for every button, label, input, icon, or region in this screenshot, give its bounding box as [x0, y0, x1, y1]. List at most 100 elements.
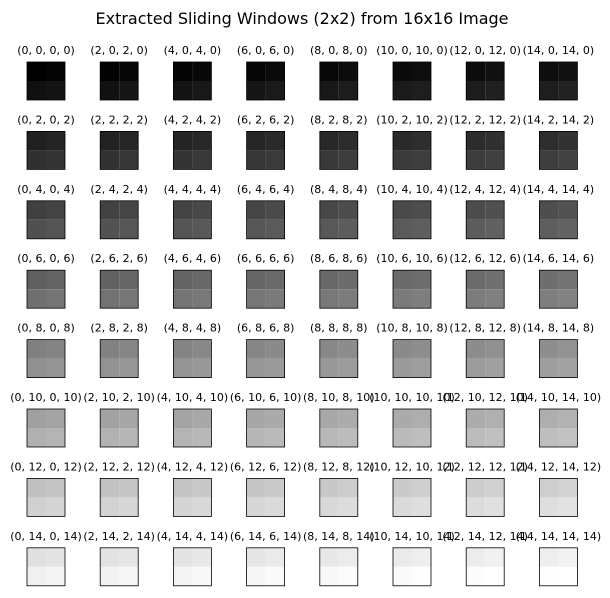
window-frame: [465, 547, 505, 587]
window-frame: [246, 408, 286, 448]
window-pixel: [119, 497, 139, 517]
window-label: (0, 14, 0, 14): [10, 530, 82, 543]
window-pixel: [319, 289, 339, 309]
window-pixel: [119, 131, 139, 151]
window-frame: [392, 477, 432, 517]
window-pixel: [393, 150, 412, 170]
window-label: (14, 12, 14, 12): [516, 460, 602, 473]
window-pixel: [119, 409, 139, 428]
window-label: (14, 2, 14, 2): [523, 113, 595, 126]
window-pixel: [393, 428, 412, 447]
window-pixel: [319, 62, 339, 81]
window-label: (10, 2, 10, 2): [376, 113, 448, 126]
window-pixel: [338, 497, 358, 517]
window-pixel: [192, 547, 212, 567]
window-pixel: [100, 150, 120, 170]
window-frame: [392, 200, 432, 240]
window-pixel: [466, 358, 486, 378]
window-pixel: [466, 131, 486, 151]
window-pixel: [265, 81, 285, 100]
window-pixel: [393, 547, 412, 567]
window-pixel: [27, 270, 46, 290]
window-pixel: [46, 62, 65, 81]
window-label: (14, 10, 14, 10): [516, 391, 602, 404]
window-pixel: [100, 358, 120, 378]
window-pixel: [558, 478, 578, 498]
window-frame: [465, 61, 505, 101]
window-pixel: [558, 409, 578, 428]
window-pixel: [393, 62, 412, 81]
window-label: (8, 14, 8, 14): [303, 530, 375, 543]
window-pixel: [246, 150, 266, 170]
window-pixel: [246, 200, 266, 220]
window-pixel: [338, 428, 358, 447]
window-label: (4, 0, 4, 0): [164, 44, 222, 57]
window-pixel: [119, 219, 139, 239]
window-label: (10, 14, 10, 14): [369, 530, 455, 543]
window-pixel: [539, 478, 559, 498]
window-pixel: [412, 219, 431, 239]
window-pixel: [46, 478, 65, 498]
window-pixel: [192, 358, 212, 378]
window-pixel: [558, 131, 578, 151]
window-pixel: [192, 566, 212, 586]
window-pixel: [265, 566, 285, 586]
window-pixel: [485, 150, 505, 170]
window-pixel: [100, 270, 120, 290]
window-pixel: [558, 428, 578, 447]
window-pixel: [46, 219, 65, 239]
window-pixel: [338, 62, 358, 81]
window-label: (6, 6, 6, 6): [237, 252, 295, 265]
window-pixel: [100, 289, 120, 309]
window-pixel: [192, 81, 212, 100]
window-pixel: [485, 200, 505, 220]
window-pixel: [466, 81, 486, 100]
window-pixel: [246, 219, 266, 239]
window-pixel: [338, 131, 358, 151]
window-pixel: [466, 150, 486, 170]
window-pixel: [319, 566, 339, 586]
window-pixel: [485, 409, 505, 428]
window-pixel: [173, 358, 193, 378]
window-frame: [172, 477, 212, 517]
window-frame: [392, 269, 432, 309]
window-label: (12, 6, 12, 6): [449, 252, 521, 265]
window-pixel: [192, 339, 212, 359]
window-pixel: [246, 566, 266, 586]
window-pixel: [485, 497, 505, 517]
window-pixel: [27, 566, 46, 586]
window-pixel: [338, 547, 358, 567]
window-label: (4, 8, 4, 8): [164, 322, 222, 335]
window-pixel: [100, 566, 120, 586]
window-frame: [172, 130, 212, 170]
window-pixel: [485, 270, 505, 290]
window-pixel: [173, 409, 193, 428]
window-pixel: [485, 81, 505, 100]
window-pixel: [173, 497, 193, 517]
window-pixel: [558, 270, 578, 290]
window-label: (12, 0, 12, 0): [449, 44, 521, 57]
window-pixel: [393, 358, 412, 378]
window-pixel: [119, 200, 139, 220]
window-pixel: [466, 270, 486, 290]
window-pixel: [319, 131, 339, 151]
window-label: (0, 10, 0, 10): [10, 391, 82, 404]
window-pixel: [393, 81, 412, 100]
window-label: (6, 4, 6, 4): [237, 183, 295, 196]
window-pixel: [319, 478, 339, 498]
window-pixel: [27, 497, 46, 517]
window-frame: [392, 130, 432, 170]
window-pixel: [246, 428, 266, 447]
window-pixel: [485, 428, 505, 447]
window-pixel: [46, 547, 65, 567]
window-pixel: [393, 566, 412, 586]
window-pixel: [173, 62, 193, 81]
window-pixel: [265, 289, 285, 309]
window-pixel: [119, 270, 139, 290]
window-pixel: [485, 358, 505, 378]
window-pixel: [119, 81, 139, 100]
window-label: (6, 14, 6, 14): [230, 530, 302, 543]
window-pixel: [558, 81, 578, 100]
window-pixel: [466, 339, 486, 359]
window-label: (0, 0, 0, 0): [17, 44, 75, 57]
